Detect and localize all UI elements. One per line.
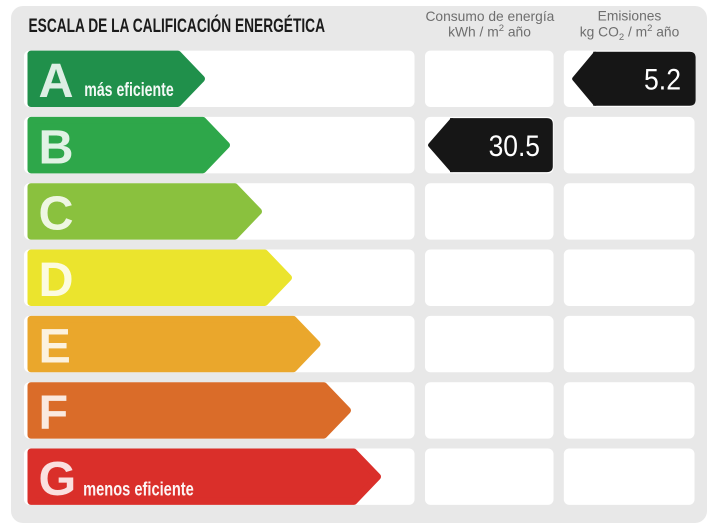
svg-text:E: E <box>39 319 71 373</box>
svg-text:30.5: 30.5 <box>489 130 540 163</box>
svg-text:ESCALA DE LA CALIFICACIÓN ENER: ESCALA DE LA CALIFICACIÓN ENERGÉTICA <box>29 15 326 37</box>
svg-text:5.2: 5.2 <box>644 64 681 97</box>
svg-text:más eficiente: más eficiente <box>84 80 174 101</box>
svg-text:D: D <box>39 253 74 307</box>
svg-text:A: A <box>39 54 74 108</box>
svg-text:Consumo de energía: Consumo de energía <box>425 9 554 24</box>
svg-text:kg CO2 / m2 año: kg CO2 / m2 año <box>580 23 680 43</box>
svg-text:C: C <box>39 187 74 241</box>
svg-text:F: F <box>39 386 69 440</box>
svg-text:menos eficiente: menos eficiente <box>83 480 194 501</box>
svg-text:G: G <box>39 452 77 506</box>
svg-text:kWh / m2 año: kWh / m2 año <box>448 23 531 40</box>
svg-text:Emisiones: Emisiones <box>598 9 662 24</box>
svg-text:B: B <box>39 120 74 174</box>
